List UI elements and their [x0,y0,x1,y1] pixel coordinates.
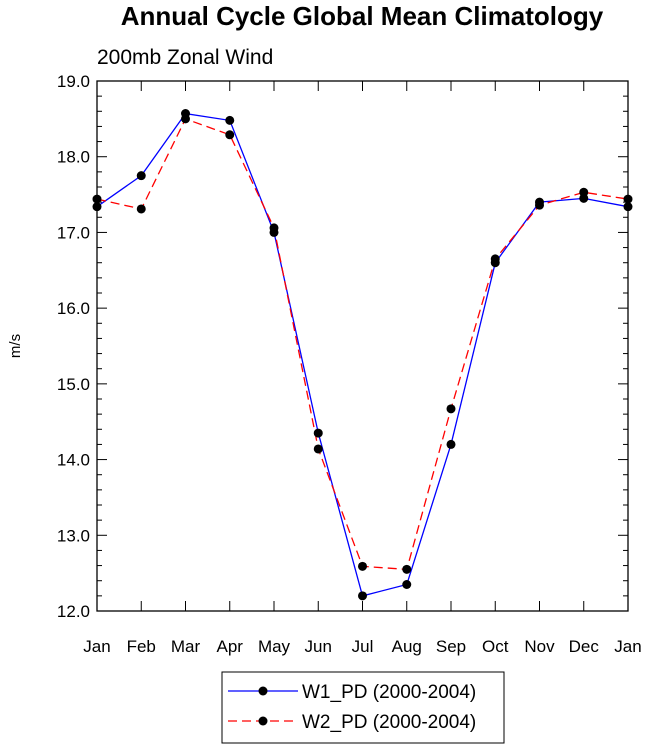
y-tick-label: 12.0 [57,602,90,621]
major-ticks [96,80,629,612]
chart-subtitle: 200mb Zonal Wind [97,46,273,69]
x-tick-label: Sep [436,637,466,656]
y-tick-label: 13.0 [57,526,90,545]
y-tick-labels: 12.0 13.0 14.0 15.0 16.0 17.0 18.0 19.0 [57,72,90,621]
x-tick-label: May [258,637,291,656]
y-tick-label: 17.0 [57,223,90,242]
legend: W1_PD (2000-2004) W2_PD (2000-2004) [221,671,505,744]
x-tick-label: Mar [171,637,201,656]
x-tick-label: Jan [83,637,110,656]
legend-marker-w2 [258,716,268,726]
legend-box [221,671,505,744]
x-tick-label: Aug [392,637,422,656]
legend-marker-w1 [258,686,268,696]
chart-title: Annual Cycle Global Mean Climatology [121,1,604,31]
series-line-1 [96,112,629,597]
legend-label-w1: W1_PD (2000-2004) [302,682,476,703]
series-2-point [269,223,279,233]
y-tick-label: 14.0 [57,451,90,470]
y-axis-label: m/s [7,334,24,358]
x-tick-labels: Jan Feb Mar Apr May Jun Jul Aug Sep Oct Nov Dec Jan [83,637,641,656]
series-1-point [313,428,323,438]
series-2-point [358,561,367,571]
series-1-point [358,591,367,601]
series-2-point [402,564,412,574]
plot-frame [96,80,629,612]
series-1-point [402,580,412,589]
series-2-point [181,114,190,124]
x-tick-label: Jul [352,637,374,656]
y-tick-label: 18.0 [57,148,90,167]
x-tick-label: Oct [482,637,509,656]
x-tick-label: Apr [217,637,244,656]
series-2-point [490,254,500,264]
series-2-point [136,204,146,214]
series-1-point [446,439,456,449]
series-line-2 [96,118,629,571]
legend-label-w2: W2_PD (2000-2004) [302,712,476,733]
x-tick-label: Nov [524,637,555,656]
y-tick-label: 16.0 [57,299,90,318]
series-1-point [136,171,146,181]
series-layer [92,109,633,601]
series-2-point [579,187,589,197]
series-2-point [446,404,456,414]
series-2-point [313,444,323,454]
x-tick-label: Dec [569,637,600,656]
y-tick-label: 15.0 [57,375,90,394]
minor-ticks [97,95,628,597]
series-2-point [535,200,544,210]
series-1-point [225,115,235,125]
x-tick-label: Feb [127,637,156,656]
series-2-point [225,130,235,140]
y-tick-label: 19.0 [57,72,90,91]
x-tick-label: Jun [305,637,332,656]
x-tick-label: Jan [614,637,641,656]
